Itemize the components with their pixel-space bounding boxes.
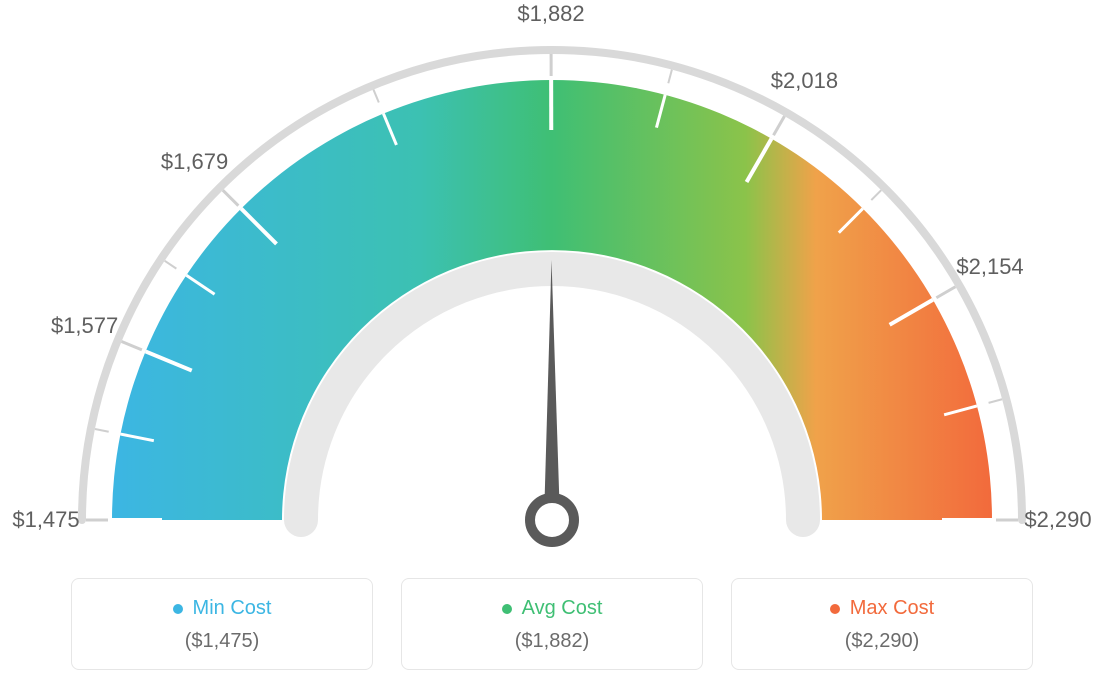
gauge-tick-label: $1,679 <box>161 149 228 175</box>
gauge-tick-label: $1,475 <box>12 507 79 533</box>
legend-card-avg: Avg Cost ($1,882) <box>401 578 703 670</box>
legend-card-min: Min Cost ($1,475) <box>71 578 373 670</box>
dot-icon <box>173 604 183 614</box>
dot-icon <box>830 604 840 614</box>
legend-label-avg: Avg Cost <box>522 597 603 620</box>
gauge-tick-label: $2,154 <box>956 254 1023 280</box>
legend-card-max: Max Cost ($2,290) <box>731 578 1033 670</box>
gauge-tick-label: $1,577 <box>51 313 118 339</box>
legend-row: Min Cost ($1,475) Avg Cost ($1,882) Max … <box>0 578 1104 670</box>
legend-label-max: Max Cost <box>850 597 934 620</box>
legend-top-min: Min Cost <box>173 597 272 620</box>
legend-value-min: ($1,475) <box>185 630 260 653</box>
legend-value-max: ($2,290) <box>845 630 920 653</box>
legend-top-avg: Avg Cost <box>502 597 603 620</box>
gauge-svg <box>0 0 1104 560</box>
dot-icon <box>502 604 512 614</box>
legend-value-avg: ($1,882) <box>515 630 590 653</box>
gauge-tick-label: $2,290 <box>1024 507 1091 533</box>
gauge-chart: $1,475 $1,577 $1,679 $1,882 $2,018 $2,154 $2,2… <box>0 0 1104 560</box>
gauge-tick-label: $1,882 <box>517 1 584 27</box>
legend-top-max: Max Cost <box>830 597 934 620</box>
legend-label-min: Min Cost <box>193 597 272 620</box>
gauge-tick-label: $2,018 <box>771 68 838 94</box>
